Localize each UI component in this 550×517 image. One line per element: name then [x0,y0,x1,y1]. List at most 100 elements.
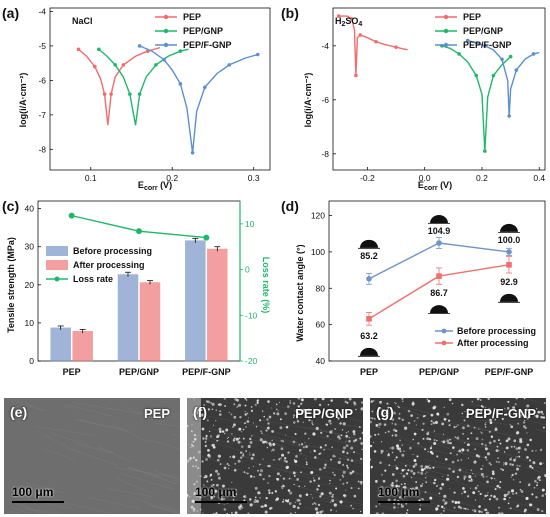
sem-particle [509,424,511,426]
sem-particle [305,458,307,460]
x-tick-label: 0.2 [476,173,488,183]
sem-particle [346,452,349,455]
sem-particle [234,398,238,401]
data-point [436,240,442,246]
series-point [93,64,97,69]
sem-streak [24,508,63,514]
sem-particle [219,410,222,412]
series-point [137,44,142,48]
value-label: 86.7 [430,288,448,298]
sem-particle [242,453,244,455]
sem-particle [226,494,229,497]
sem-particle [544,402,546,404]
sem-particle [370,444,372,448]
sem-particle [467,443,470,447]
sem-particle [217,434,220,438]
sem-particle [270,407,272,409]
sem-particle [511,473,514,476]
sem-particle [311,422,313,424]
sem-particle [481,432,483,434]
loss-rate-line [71,214,207,239]
sem-particle [401,398,404,400]
sem-particle [448,419,451,422]
series-line [98,48,189,126]
sem-particle [536,476,540,480]
sem-particle [401,400,404,403]
sem-particle [266,426,270,430]
sem-particle [266,446,269,449]
sem-particle [328,491,332,495]
sem-particle [261,410,264,412]
sem-particle [462,432,465,435]
sem-particle [330,458,333,461]
sem-streak [133,498,180,514]
sem-particle [374,418,376,420]
sem-particle [281,487,284,490]
sem-particle [540,410,543,414]
sem-particle [312,503,314,505]
sem-particle [407,409,411,413]
sem-particle [399,450,402,453]
sem-particle [232,425,235,428]
sem-particle [264,504,268,508]
series-line [139,45,258,153]
sem-particle [526,443,530,447]
sem-particle [344,489,346,491]
sem-particle [442,475,444,477]
sem-particle [489,463,492,466]
sem-particle [426,471,428,473]
series-point [255,52,260,57]
sem-particle [520,414,523,417]
sem-particle [515,447,518,450]
series-point [531,52,536,56]
sem-particle [267,482,269,484]
sem-streak [106,488,153,497]
series-point [500,57,504,62]
sem-particle [305,445,308,448]
sem-particle [248,467,250,469]
sem-particle [350,504,353,507]
sem-particle [433,430,436,432]
sem-particle [452,470,455,473]
sem-particle [353,439,356,443]
plot-a-area: 0.1 0.2 0.3 -8 -7 -6 -5 -4 PEP PEP/GNP PEP/F-GNP [38,6,271,183]
sem-particle [259,473,262,477]
sem-particle [470,479,473,482]
sem-particle [253,475,256,478]
plot-d-area: 40 60 80 100 120 PEP PEP/GNP PEP/F-GNP 85.2 104.9… [311,200,546,377]
sem-particle [317,484,320,488]
sem-particle [400,504,404,508]
legend-marker [441,328,447,334]
sem-e-label: (e) [10,404,28,420]
sem-particle [515,492,518,495]
sem-particle [403,469,406,471]
sem-particle [504,461,508,465]
sem-particle [209,435,213,438]
sem-particle [430,420,433,423]
sem-particle [293,483,295,486]
sem-particle [344,400,347,403]
sem-particle [329,501,332,503]
sem-particle [371,417,374,420]
sem-particle [280,486,283,488]
sem-particle [245,426,247,428]
sem-particle [346,481,349,484]
sem-streak [460,423,528,440]
sem-streak [35,426,96,436]
sem-particle [391,418,395,421]
sem-particle [422,437,425,440]
sem-particle [448,424,451,427]
sem-particle [399,439,401,442]
sem-particle [241,454,245,457]
sem-particle [493,439,496,443]
loss-rate-point [203,234,210,241]
sem-particle [398,496,402,499]
sem-particle [442,498,446,502]
sem-particle [332,454,336,458]
sem-particle [515,431,519,435]
sem-particle [318,403,322,407]
sem-particle [506,407,510,410]
sem-particle [420,471,424,475]
sem-particle [380,486,384,490]
sem-particle [487,492,489,494]
